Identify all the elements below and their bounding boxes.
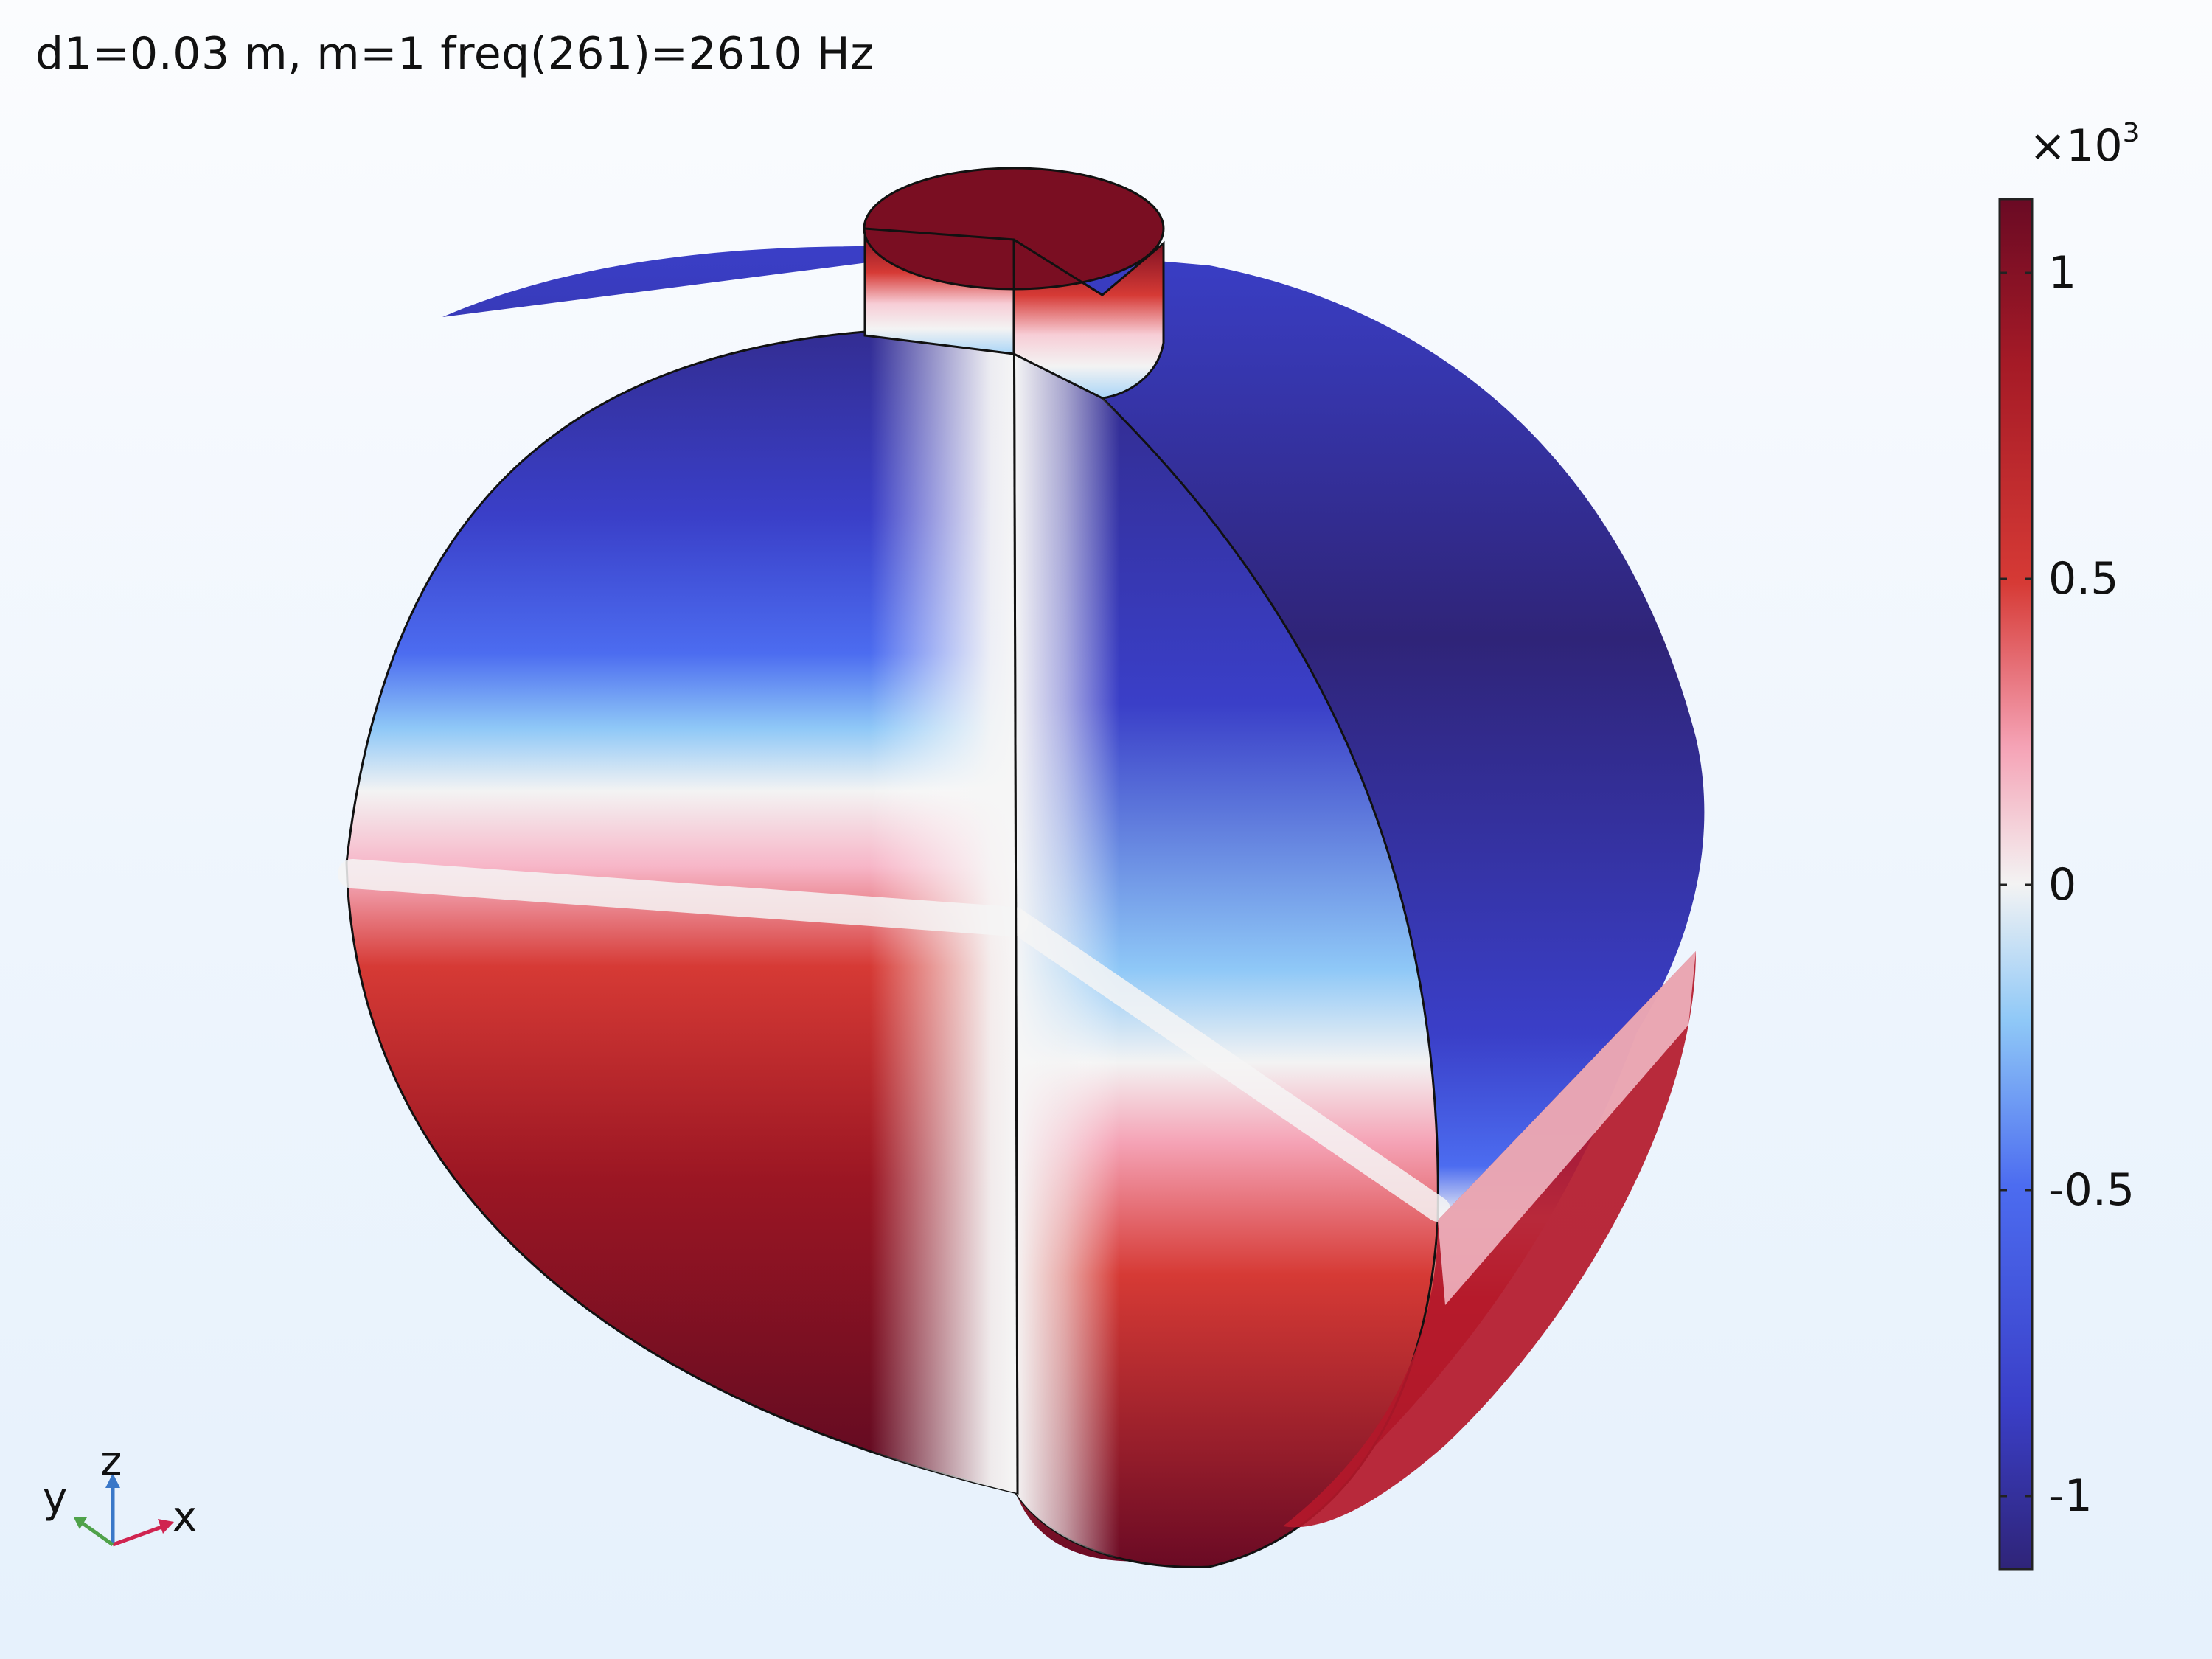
colorbar-exponent-base: ×10: [2029, 120, 2123, 172]
colorbar-tick-label: 0.5: [2048, 553, 2119, 605]
x-axis-arrow: [112, 1524, 164, 1547]
y-axis-arrow: [81, 1521, 114, 1547]
y-axis-label: y: [43, 1475, 68, 1523]
right-cut-plane-band: [1014, 240, 1439, 1568]
y-axis-arrowhead: [74, 1517, 87, 1529]
colorbar-tick-label: -1: [2048, 1470, 2093, 1522]
axis-triad[interactable]: [74, 1473, 174, 1547]
z-axis-label: z: [100, 1438, 122, 1486]
colorbar-tick-label: 0: [2048, 859, 2077, 911]
x-axis-arrowhead: [158, 1519, 174, 1534]
plot-title: d1=0.03 m, m=1 freq(261)=2610 Hz: [35, 28, 874, 80]
left-nodal-line: [338, 859, 1029, 936]
colorbar-tick-label: 1: [2048, 247, 2077, 299]
right-nodal-line: [1005, 909, 1450, 1222]
colorbar-ticks: [2000, 271, 2032, 1498]
left-cut-plane-band: [347, 240, 1018, 1493]
sphere-lower-rim-light: [1438, 951, 1696, 1305]
colorbar-exponent: ×103: [2029, 118, 2140, 172]
colorbar-exponent-power: 3: [2122, 118, 2140, 148]
colorbar-tick-label: -0.5: [2048, 1164, 2135, 1216]
x-axis-label: x: [173, 1493, 198, 1541]
z-axis-arrowhead: [105, 1473, 120, 1488]
center-seam: [1012, 239, 1019, 1494]
